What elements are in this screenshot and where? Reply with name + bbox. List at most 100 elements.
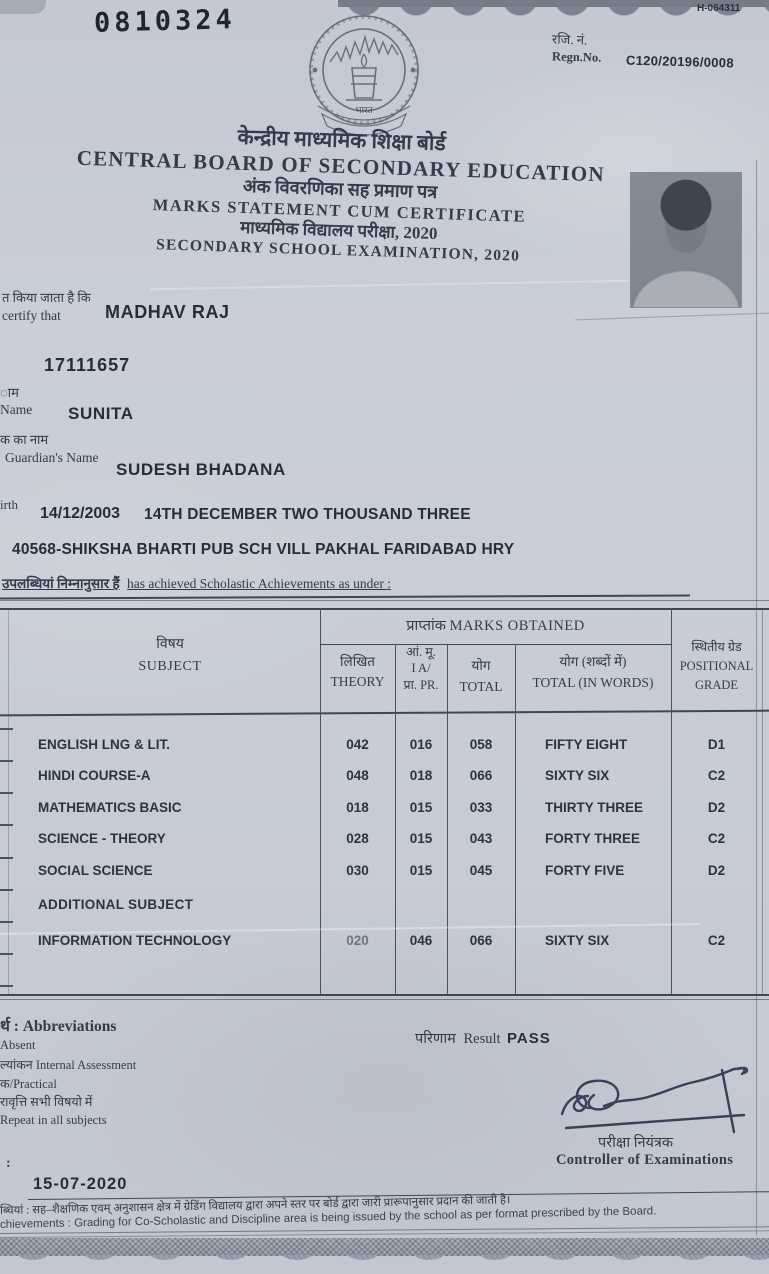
marks-header-hindi: प्राप्तांक <box>406 618 446 634</box>
cell-words: SIXTY SIX <box>545 933 610 948</box>
cell-subject: ENGLISH LNG & LIT. <box>38 737 171 752</box>
cell-theory: 030 <box>346 863 369 878</box>
cell-ia: 016 <box>409 737 433 752</box>
col-header-ia: आं. मू. I A/ प्रा. PR. <box>395 644 447 693</box>
cell-grade: D2 <box>707 863 726 878</box>
result-label-english: Result <box>463 1031 501 1047</box>
table-left-border <box>8 608 10 995</box>
table-row: HINDI COURSE-A 048 018 066 SIXTY SIX C2 <box>8 768 762 783</box>
guardian-label-hindi: क का नाम <box>0 432 49 447</box>
table-col-line <box>395 645 397 995</box>
roll-number: 17111657 <box>44 355 131 375</box>
serial-number: 0810324 <box>93 4 237 39</box>
cell-words: FORTY THREE <box>545 831 641 846</box>
issue-date: 15-07-2020 <box>33 1175 128 1193</box>
total-header-english: TOTAL <box>459 678 503 694</box>
cell-grade: D1 <box>707 737 726 752</box>
subject-header-english: SUBJECT <box>138 658 202 674</box>
ruled-line <box>0 594 691 600</box>
table-row: SCIENCE - THEORY 028 015 043 FORTY THREE… <box>8 831 762 846</box>
marks-banner-underline <box>320 644 671 646</box>
ia-header-lo: प्रा. PR. <box>403 677 439 692</box>
abbreviation-line: Repeat in all subjects <box>0 1113 107 1127</box>
col-header-subject: विषय SUBJECT <box>60 634 280 677</box>
total-header-hindi: योग <box>471 658 491 673</box>
col-header-theory: लिखित THEORY <box>320 652 395 693</box>
result-value: PASS <box>507 1030 551 1047</box>
abbreviation-line: क/Practical <box>0 1077 57 1091</box>
achievement-hindi: उपलब्धियां निम्नानुसार हैं <box>2 576 120 591</box>
additional-subject-label: ADDITIONAL SUBJECT <box>38 897 194 912</box>
scan-crease <box>575 312 769 321</box>
dob-words: 14TH DECEMBER TWO THOUSAND THREE <box>144 506 471 523</box>
student-photo <box>630 172 742 308</box>
words-header-english: TOTAL (IN WORDS) <box>532 674 654 690</box>
mother-name: SUNITA <box>68 404 134 423</box>
dob-label: irth <box>0 497 19 512</box>
table-row: MATHEMATICS BASIC 018 015 033 THIRTY THR… <box>8 800 762 815</box>
guardian-name: SUDESH BHADANA <box>116 460 286 479</box>
cell-theory: 028 <box>346 831 369 846</box>
cell-total: 045 <box>469 863 493 878</box>
table-right-border <box>762 608 764 995</box>
result-label-hindi: परिणाम <box>415 1031 456 1047</box>
scan-smudge <box>0 0 46 14</box>
col-header-marks-obtained: प्राप्तांक MARKS OBTAINED <box>320 615 671 635</box>
cell-subject: SCIENCE - THEORY <box>38 831 166 846</box>
cell-total: 058 <box>469 737 493 752</box>
cell-theory: 048 <box>346 768 369 783</box>
cell-theory: 042 <box>346 737 369 752</box>
dob-value: 14/12/2003 <box>40 505 121 522</box>
words-header-hindi: योग (शब्दों में) <box>559 654 627 669</box>
cell-ia: 015 <box>409 863 433 878</box>
table-row: INFORMATION TECHNOLOGY 020 046 066 SIXTY… <box>8 933 762 948</box>
svg-text:भारत: भारत <box>355 105 373 115</box>
abbreviation-line: रावृत्ति सभी विषयो में <box>0 1095 93 1109</box>
result-label: परिणाम Result <box>415 1028 501 1048</box>
table-header-border <box>0 709 769 717</box>
abbreviation-line: Absent <box>0 1038 36 1052</box>
regn-label-hindi: रजि. नं. <box>551 31 588 48</box>
grade-header-hindi: स्थितीय ग्रेड <box>691 640 742 654</box>
table-col-line <box>447 645 449 995</box>
theory-header-english: THEORY <box>330 674 385 690</box>
bottom-border-pattern <box>0 1238 769 1274</box>
regn-value: C120/20196/0008 <box>625 52 735 71</box>
school-name: 40568-SHIKSHA BHARTI PUB SCH VILL PAKHAL… <box>12 541 515 558</box>
grade-header-english2: GRADE <box>694 677 739 692</box>
table-row: ENGLISH LNG & LIT. 042 016 058 FIFTY EIG… <box>8 737 762 752</box>
cell-total: 043 <box>469 831 493 846</box>
cell-theory: 020 <box>346 933 369 948</box>
table-bottom-border <box>0 994 769 996</box>
mother-label: Name <box>0 402 33 417</box>
cell-grade: C2 <box>707 933 726 948</box>
cell-ia: 015 <box>409 800 433 815</box>
table-col-line <box>320 608 322 995</box>
subject-header-hindi: विषय <box>156 637 184 652</box>
cell-grade: D2 <box>707 800 726 815</box>
theory-header-hindi: लिखित <box>340 654 375 669</box>
cell-subject: MATHEMATICS BASIC <box>38 800 182 815</box>
page-edge-line <box>756 160 757 1235</box>
col-header-words: योग (शब्दों में) TOTAL (IN WORDS) <box>515 652 671 694</box>
table-col-line <box>515 645 517 995</box>
table-top-border <box>0 608 769 610</box>
scan-crease <box>150 279 630 291</box>
cell-subject: INFORMATION TECHNOLOGY <box>38 933 232 948</box>
date-colon: : <box>6 1156 11 1171</box>
cell-subject: HINDI COURSE-A <box>38 768 151 783</box>
cell-ia: 046 <box>409 933 433 948</box>
regn-label: Regn.No. <box>551 49 602 65</box>
certify-label-hindi: त किया जाता है कि <box>2 290 91 305</box>
ia-header-hindi: आं. मू. <box>406 645 436 659</box>
top-border-pattern <box>338 0 769 22</box>
certify-label: certify that <box>2 308 61 323</box>
signature-icon <box>552 1066 769 1144</box>
cell-total: 033 <box>469 800 493 815</box>
achievement-english: has achieved Scholastic Achievements as … <box>127 576 391 591</box>
cell-total: 066 <box>469 768 493 783</box>
marks-header-english: MARKS OBTAINED <box>449 618 585 634</box>
cell-theory: 018 <box>346 800 369 815</box>
table-bottom-border2 <box>0 999 769 1000</box>
